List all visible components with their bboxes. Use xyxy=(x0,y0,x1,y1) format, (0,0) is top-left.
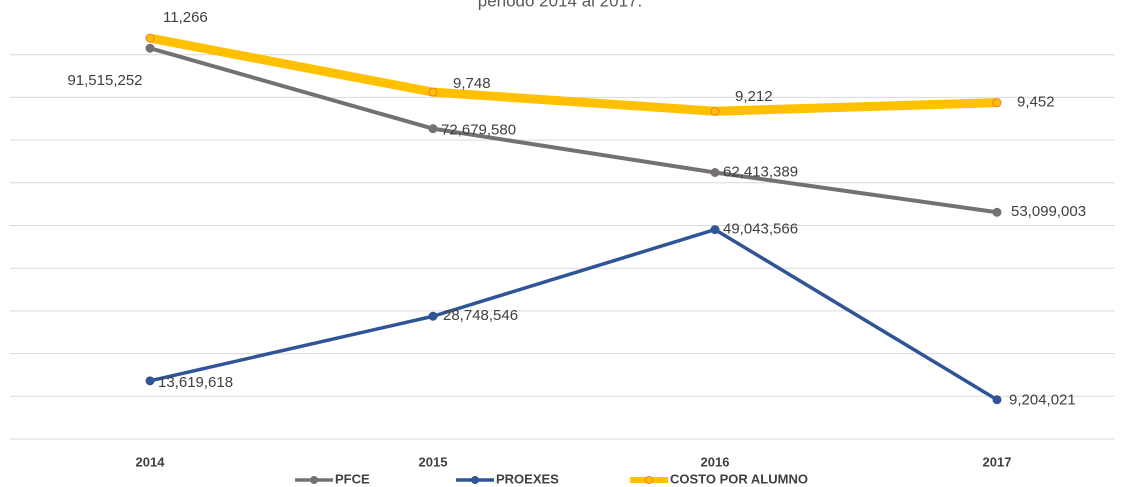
x-tick-label: 2014 xyxy=(136,454,166,469)
data-label: 28,748,546 xyxy=(443,307,518,324)
data-label: 9,748 xyxy=(453,75,491,92)
marker xyxy=(145,33,155,43)
data-label: 9,212 xyxy=(735,88,773,105)
marker xyxy=(145,43,155,53)
data-label: 91,515,252 xyxy=(67,72,142,89)
marker xyxy=(428,124,438,134)
marker xyxy=(428,87,438,97)
marker xyxy=(992,395,1002,405)
line-series xyxy=(149,227,998,402)
legend-marker xyxy=(310,476,318,484)
data-label: 62,413,389 xyxy=(723,163,798,180)
marker xyxy=(992,98,1002,108)
legend-label: PROEXES xyxy=(496,471,559,486)
data-label: 72,679,580 xyxy=(441,122,516,139)
data-label: 9,204,021 xyxy=(1009,392,1076,409)
data-label: 9,452 xyxy=(1017,94,1055,111)
data-label: 53,099,003 xyxy=(1011,203,1086,220)
marker xyxy=(710,225,720,235)
legend-marker xyxy=(645,476,653,484)
line-series xyxy=(149,46,998,215)
data-label: 49,043,566 xyxy=(723,221,798,238)
legend-label: PFCE xyxy=(335,471,370,486)
marker xyxy=(710,106,720,116)
legend-marker xyxy=(471,476,479,484)
chart-title: periodo 2014 al 2017. xyxy=(478,0,642,10)
data-label: 13,619,618 xyxy=(158,374,233,391)
data-label: 11,266 xyxy=(163,9,208,26)
x-tick-label: 2017 xyxy=(983,454,1012,469)
x-tick-label: 2016 xyxy=(701,454,730,469)
x-tick-label: 2015 xyxy=(419,454,448,469)
marker xyxy=(145,376,155,386)
marker xyxy=(992,207,1002,217)
marker xyxy=(710,167,720,177)
legend-label: COSTO POR ALUMNO xyxy=(670,471,808,486)
marker xyxy=(428,311,438,321)
line-series xyxy=(149,33,998,116)
